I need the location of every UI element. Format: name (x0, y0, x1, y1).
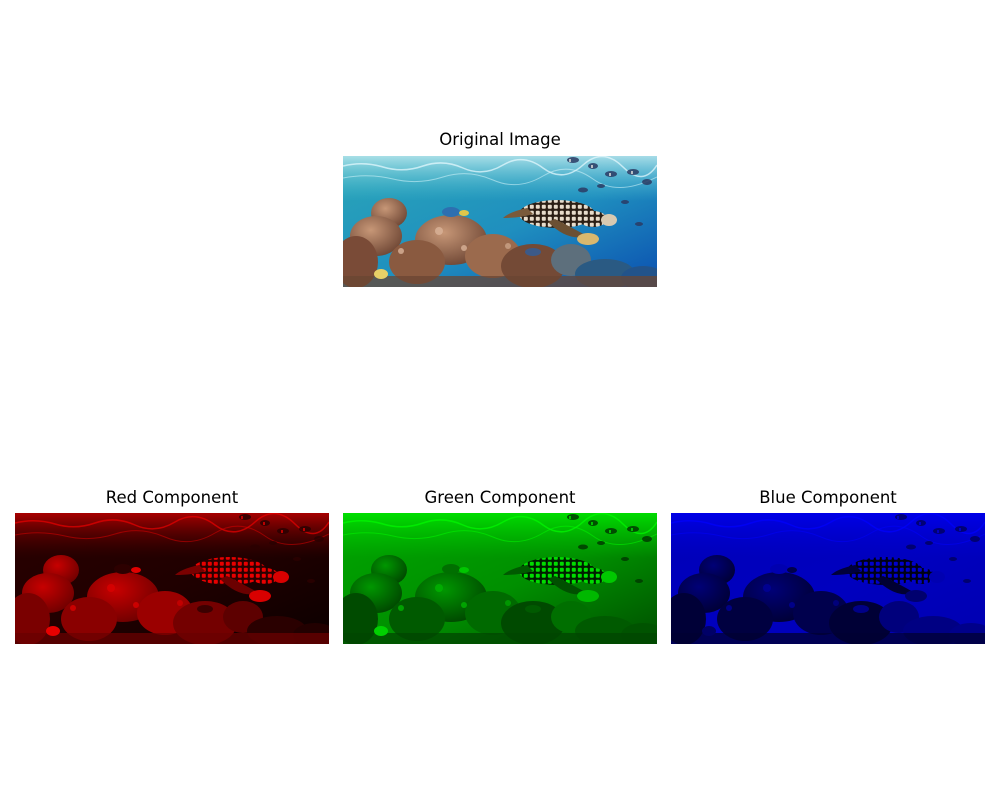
red-component-title: Red Component (105, 488, 239, 507)
original-image (343, 156, 657, 287)
red-component-image (15, 513, 329, 644)
green-component-title: Green Component (424, 488, 576, 507)
blue-component-title: Blue Component (759, 488, 897, 507)
original-image-title: Original Image (439, 130, 561, 149)
blue-component-image (671, 513, 985, 644)
green-component-image (343, 513, 657, 644)
